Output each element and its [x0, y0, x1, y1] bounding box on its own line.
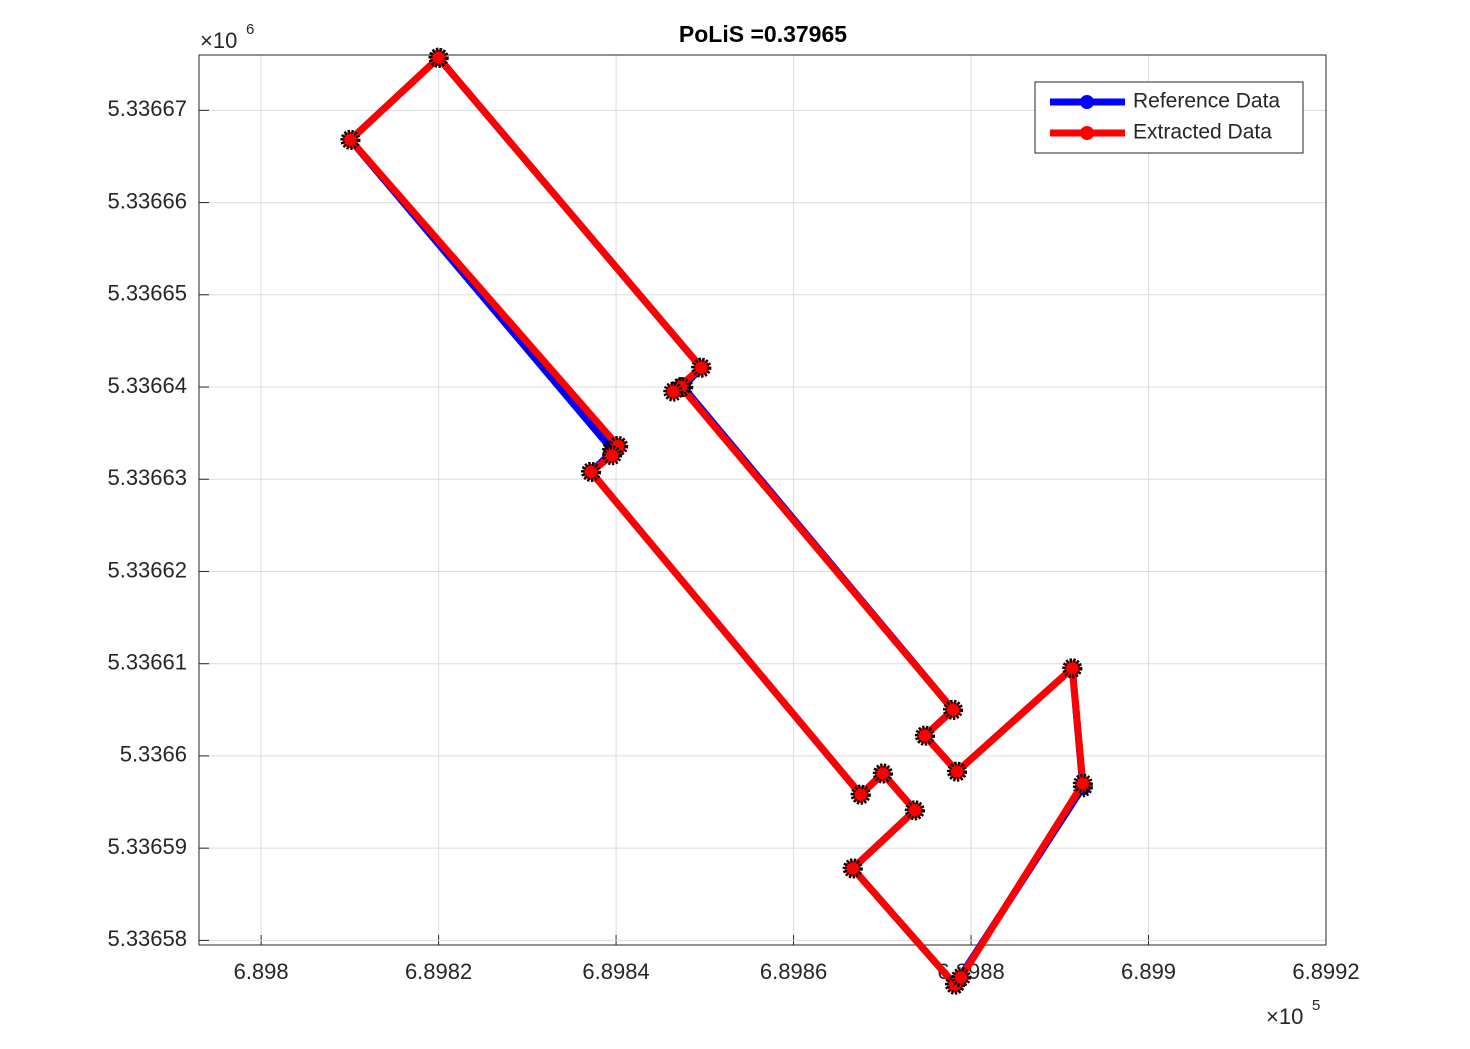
marker-outline — [850, 784, 871, 805]
legend-label: Reference Data — [1133, 90, 1280, 113]
marker — [914, 725, 935, 746]
marker-outline — [428, 47, 449, 68]
marker-outline — [1062, 658, 1083, 679]
marker — [581, 461, 602, 482]
y-tick-label: 5.33662 — [107, 557, 187, 582]
marker — [340, 129, 361, 150]
marker-outline — [904, 800, 925, 821]
x-multiplier-base: ×10 — [1266, 1004, 1303, 1029]
marker — [850, 784, 871, 805]
marker-outline — [914, 725, 935, 746]
x-tick-label: 6.8982 — [405, 959, 472, 984]
marker — [943, 699, 964, 720]
y-tick-label: 5.33667 — [107, 96, 187, 121]
marker-outline — [581, 461, 602, 482]
y-tick-label: 5.33665 — [107, 281, 187, 306]
plot-frame — [198, 54, 1327, 946]
marker-outline — [340, 129, 361, 150]
x-multiplier-power: 5 — [1312, 997, 1320, 1014]
marker-outline — [947, 761, 968, 782]
y-tick-label: 5.3366 — [120, 742, 187, 767]
marker-outline — [1072, 773, 1093, 794]
marker — [602, 445, 623, 466]
y-multiplier-base: ×10 — [200, 28, 237, 53]
marker — [904, 800, 925, 821]
y-tick-label: 5.33659 — [107, 834, 187, 859]
marker — [428, 47, 449, 68]
marker — [1072, 773, 1093, 794]
y-multiplier-power: 6 — [246, 21, 254, 38]
marker-outline — [943, 699, 964, 720]
x-tick-label: 6.899 — [1121, 959, 1176, 984]
marker — [1062, 658, 1083, 679]
y-tick-label: 5.33664 — [107, 373, 187, 398]
legend-marker — [1080, 95, 1094, 109]
chart-title: PoLiS =0.37965 — [679, 21, 847, 47]
marker-outline — [951, 967, 972, 988]
legend-marker — [1080, 126, 1094, 140]
x-tick-label: 6.8992 — [1292, 959, 1359, 984]
marker — [842, 858, 863, 879]
marker — [872, 763, 893, 784]
x-tick-label: 6.8986 — [760, 959, 827, 984]
y-tick-label: 5.33663 — [107, 465, 187, 490]
marker — [947, 761, 968, 782]
y-tick-label: 5.33666 — [107, 188, 187, 213]
marker-outline — [691, 357, 712, 378]
marker-outline — [842, 858, 863, 879]
marker-outline — [602, 445, 623, 466]
legend-label: Extracted Data — [1133, 121, 1272, 144]
y-tick-label: 5.33658 — [107, 926, 187, 951]
marker — [663, 381, 684, 402]
marker — [691, 357, 712, 378]
x-tick-label: 6.898 — [234, 959, 289, 984]
marker-outline — [872, 763, 893, 784]
marker — [951, 967, 972, 988]
marker-outline — [663, 381, 684, 402]
y-tick-label: 5.33661 — [107, 650, 187, 675]
x-tick-label: 6.8984 — [582, 959, 649, 984]
legend-box — [1034, 81, 1304, 154]
